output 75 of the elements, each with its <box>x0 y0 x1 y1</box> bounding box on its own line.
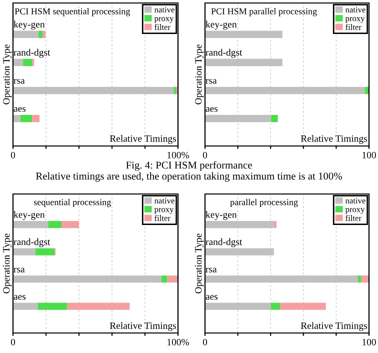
legend-label: native <box>154 198 174 204</box>
text: PCI HSM sequential processing <box>14 8 130 16</box>
y-tick-label: rsa <box>206 268 217 272</box>
bar <box>360 275 369 283</box>
y-axis-title: Operation Type <box>3 234 12 294</box>
bar <box>67 302 130 310</box>
bar <box>13 30 39 38</box>
bar <box>162 275 168 283</box>
x-tick-label: 100% <box>168 338 190 346</box>
y-tick-label: rand-dgst <box>14 238 50 248</box>
legend-label: native <box>345 6 366 12</box>
bar <box>280 302 326 310</box>
x-axis-title: Relative Timings <box>300 135 368 144</box>
legend-label: filter <box>346 24 362 30</box>
bar <box>32 114 40 122</box>
bar <box>48 220 62 228</box>
x-axis-title: Relative Timings <box>110 322 176 331</box>
bar <box>364 86 369 94</box>
bar <box>35 248 55 256</box>
x-tick-label: 0 <box>202 338 208 346</box>
legend-label: proxy <box>345 208 365 214</box>
y-tick-label: aes <box>206 107 218 112</box>
y-tick-label: rsa <box>14 268 25 272</box>
legend-label: proxy <box>154 208 174 214</box>
legend-label: native <box>154 6 174 12</box>
bar <box>23 58 32 66</box>
x-axis-title: Relative Timings <box>300 322 368 331</box>
legend-label: filter <box>154 214 170 221</box>
y-tick-label: key-gen <box>14 211 45 220</box>
x-tick-label: 100 <box>362 152 376 158</box>
bar <box>13 114 20 122</box>
y-tick-label: rand-dgst <box>206 48 242 58</box>
bar <box>62 220 79 228</box>
bar <box>13 58 24 66</box>
bar <box>271 114 278 122</box>
x-tick-label: 0 <box>10 152 16 158</box>
text: PCI HSM parallel processing <box>211 8 317 16</box>
bar <box>42 30 46 38</box>
bar <box>358 275 361 283</box>
chart-title: sequential processing <box>34 198 111 208</box>
y-tick-label: rsa <box>14 79 25 84</box>
y-tick-label: key-gen <box>206 211 237 220</box>
legend-label: filter <box>154 24 170 30</box>
legend-label: proxy <box>154 17 174 23</box>
bar <box>167 275 178 283</box>
legend-label: proxy <box>345 17 365 23</box>
bar <box>174 86 176 94</box>
y-tick-label: rand-dgst <box>14 48 50 58</box>
bar <box>38 30 43 38</box>
bar <box>274 220 277 228</box>
x-tick-label: 100 <box>362 338 376 346</box>
text: Relative timings are used, the operation taking maximum time is at 100% <box>36 172 342 182</box>
y-axis-title: Operation Type <box>195 44 204 104</box>
caption: Fig. 4: PCI HSM performance <box>126 161 252 171</box>
legend-label: native <box>345 198 366 204</box>
chart-title: parallel processing <box>230 198 298 208</box>
legend-label: filter <box>346 214 362 221</box>
y-tick-label: aes <box>206 295 218 300</box>
y-tick-label: rand-dgst <box>206 238 242 248</box>
y-axis-title: Operation Type <box>195 234 204 294</box>
y-tick-label: key-gen <box>206 20 237 30</box>
bar <box>270 302 280 310</box>
x-tick-label: 100% <box>168 152 190 158</box>
x-axis-title: Relative Timings <box>110 135 176 144</box>
y-tick-label: aes <box>14 295 26 300</box>
x-tick-label: 0 <box>202 152 208 158</box>
bar <box>13 302 38 310</box>
y-tick-label: aes <box>14 107 26 112</box>
y-tick-label: key-gen <box>14 20 45 30</box>
y-tick-label: rsa <box>206 79 217 84</box>
bar <box>13 248 36 256</box>
bar <box>38 302 68 310</box>
x-tick-label: 0 <box>10 338 16 346</box>
y-axis-title: Operation Type <box>3 44 12 104</box>
bar <box>20 114 32 122</box>
